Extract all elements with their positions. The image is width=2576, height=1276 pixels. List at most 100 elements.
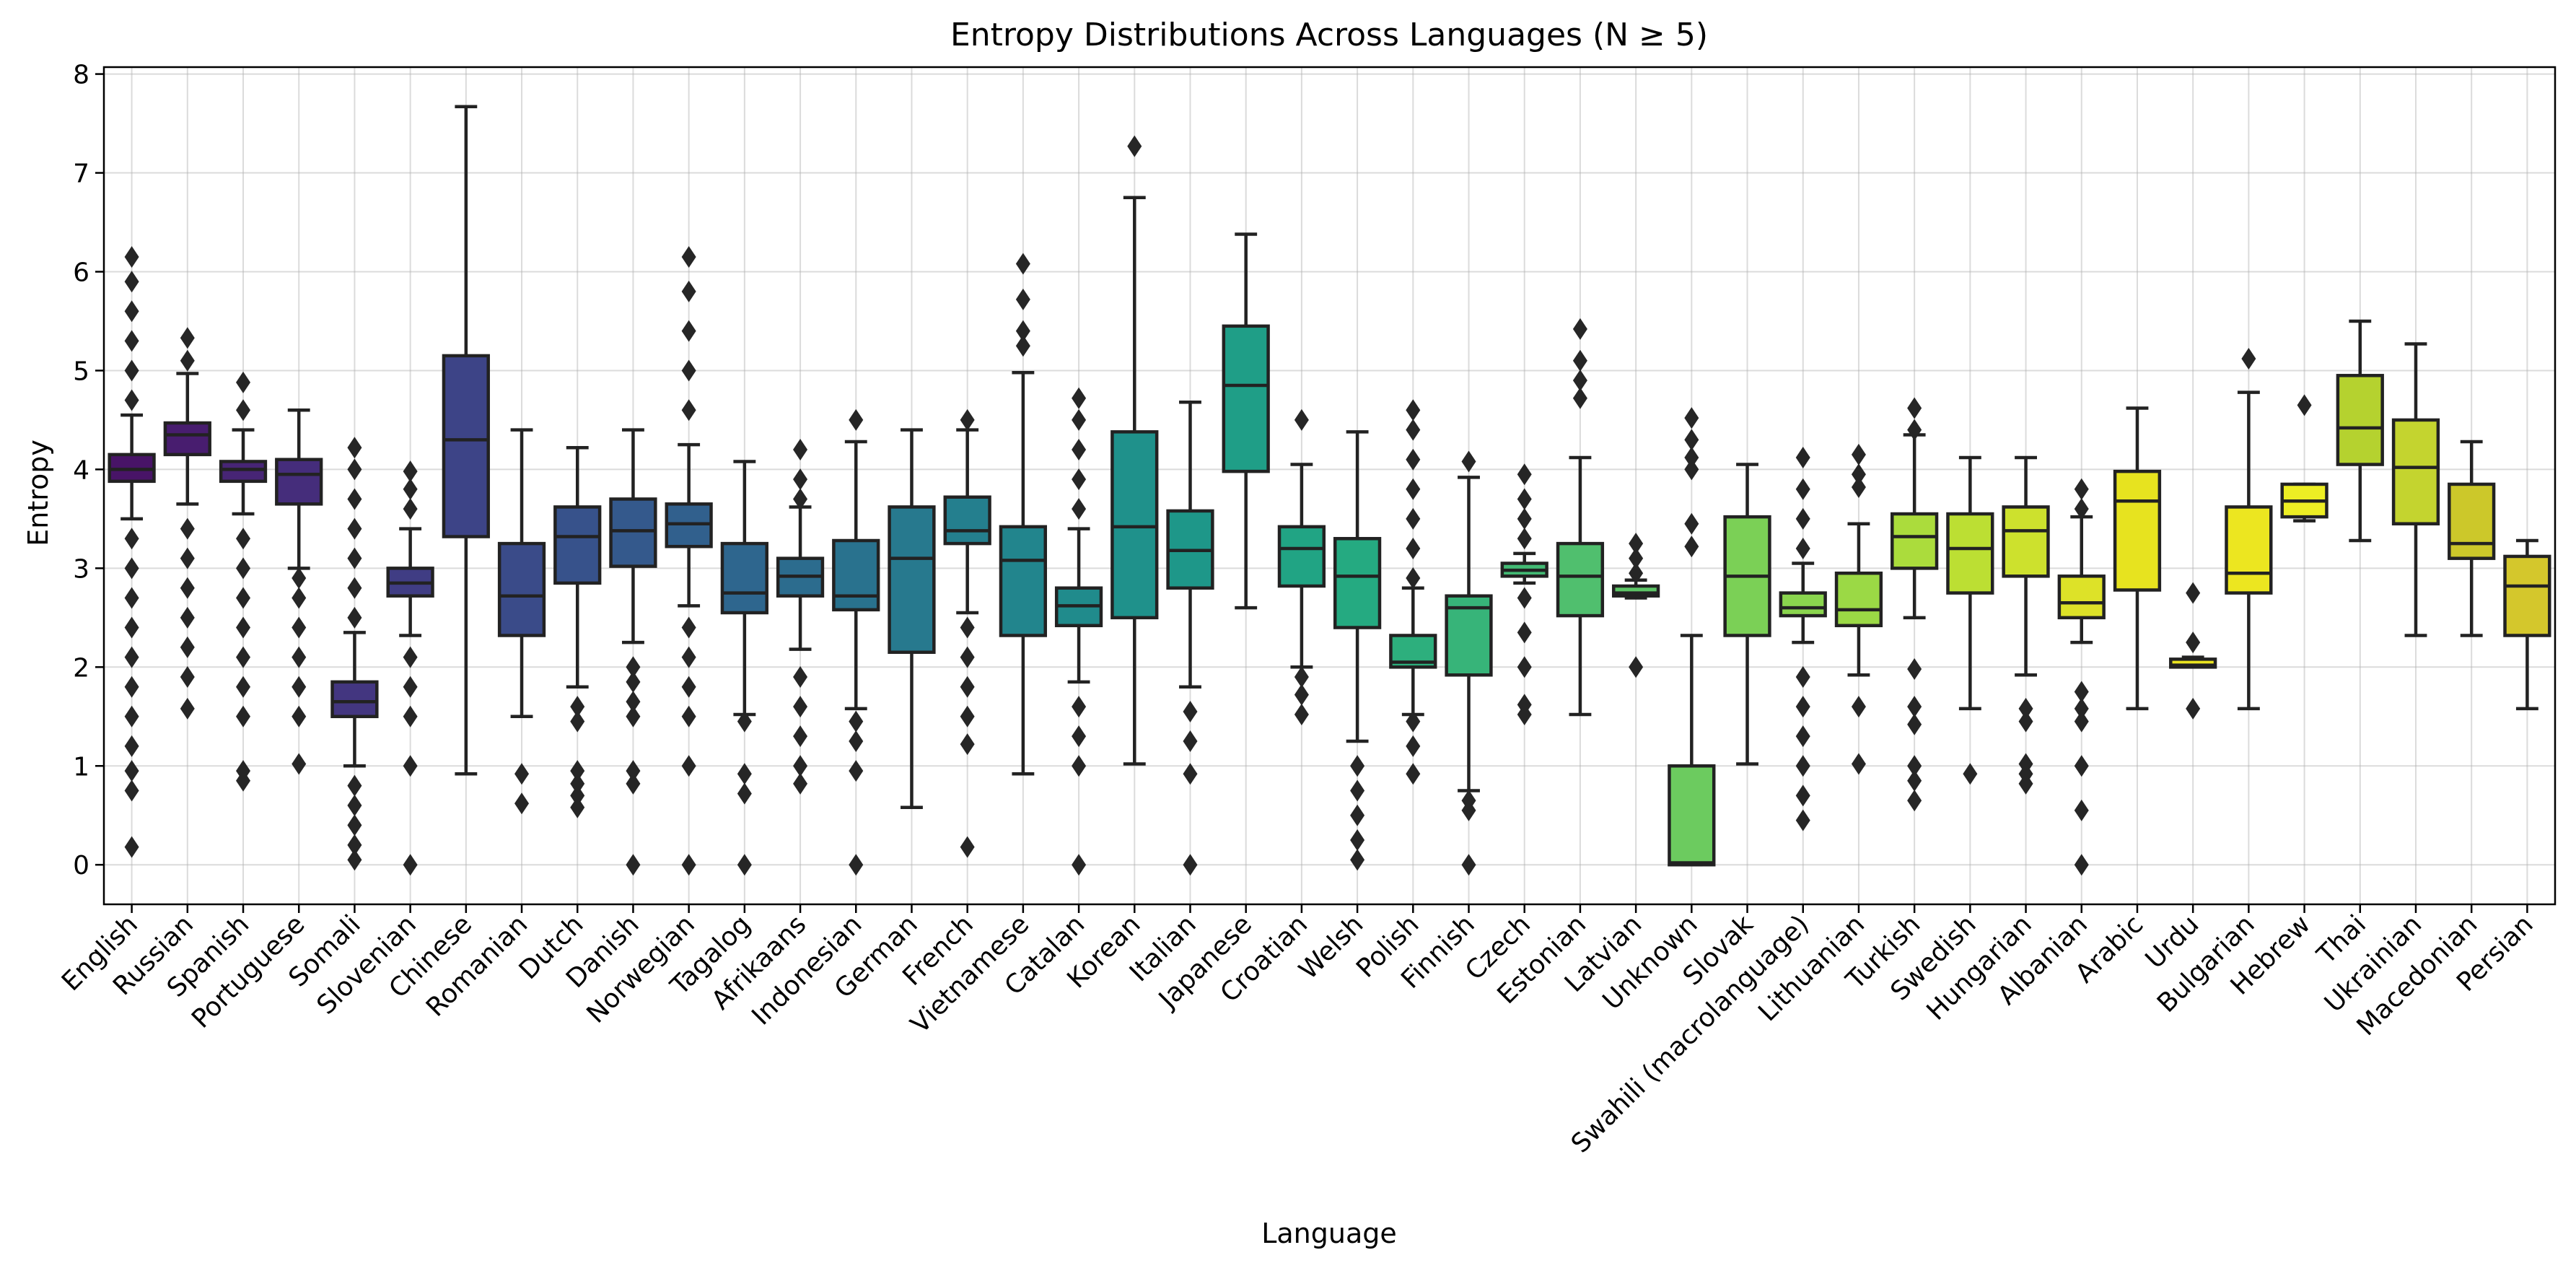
outlier-point xyxy=(1015,288,1030,310)
outlier-point xyxy=(570,710,585,733)
box-turkish xyxy=(1891,512,1939,570)
outlier-point xyxy=(292,616,307,639)
outlier-point xyxy=(681,705,696,727)
outlier-point xyxy=(626,670,641,693)
chart-title: Entropy Distributions Across Languages (… xyxy=(950,17,1708,53)
outlier-point xyxy=(2074,799,2089,821)
box-french xyxy=(943,495,991,546)
box-welsh xyxy=(1333,537,1382,629)
outlier-point xyxy=(1072,696,1087,718)
box-unknown xyxy=(1668,764,1716,867)
outlier-point xyxy=(626,772,641,795)
outlier-point xyxy=(2074,697,2089,720)
outlier-point xyxy=(347,834,362,856)
outlier-point xyxy=(793,468,808,491)
outlier-point xyxy=(1684,458,1699,481)
outlier-point xyxy=(737,763,752,785)
outlier-point xyxy=(403,705,418,727)
outlier-point xyxy=(180,577,195,599)
outlier-point xyxy=(1684,407,1699,429)
outlier-point xyxy=(1072,408,1087,431)
outlier-point xyxy=(1795,785,1810,807)
outlier-point xyxy=(1127,135,1142,157)
outlier-point xyxy=(1461,790,1476,812)
box-korean xyxy=(1110,430,1159,620)
outlier-point xyxy=(1851,696,1866,718)
outlier-point xyxy=(849,760,864,782)
outlier-point xyxy=(737,710,752,733)
outlier-point xyxy=(124,735,139,757)
outlier-point xyxy=(1406,567,1421,590)
outlier-point xyxy=(1907,658,1922,681)
outlier-point xyxy=(1015,335,1030,357)
outlier-point xyxy=(347,517,362,540)
outlier-point xyxy=(1294,666,1309,689)
outlier-point xyxy=(347,547,362,569)
outlier-point xyxy=(347,795,362,817)
outlier-point xyxy=(403,646,418,668)
outlier-point xyxy=(1294,408,1309,431)
outlier-point xyxy=(1907,790,1922,812)
outlier-point xyxy=(124,271,139,293)
outlier-point xyxy=(124,330,139,352)
outlier-point xyxy=(347,488,362,510)
outlier-point xyxy=(1795,725,1810,748)
outlier-point xyxy=(1406,448,1421,471)
outlier-point xyxy=(1963,763,1978,785)
outlier-point xyxy=(570,785,585,807)
outlier-point xyxy=(347,774,362,797)
outlier-point xyxy=(1851,753,1866,775)
outlier-point xyxy=(626,705,641,727)
outlier-point xyxy=(570,772,585,795)
outlier-point xyxy=(2186,582,2201,604)
outlier-point xyxy=(793,439,808,461)
outlier-point xyxy=(1072,854,1087,876)
y-tick-label: 4 xyxy=(73,455,89,485)
box-persian xyxy=(2503,554,2551,637)
outlier-point xyxy=(681,616,696,639)
outlier-point xyxy=(347,458,362,481)
outlier-point xyxy=(1350,849,1365,871)
outlier-point xyxy=(1517,656,1532,678)
box-vietnamese xyxy=(999,525,1048,637)
outlier-point xyxy=(347,437,362,459)
outlier-point xyxy=(236,399,251,421)
outlier-point xyxy=(180,547,195,569)
outlier-point xyxy=(681,854,696,876)
outlier-point xyxy=(124,779,139,802)
outlier-point xyxy=(1517,621,1532,644)
outlier-point xyxy=(626,656,641,678)
outlier-point xyxy=(347,577,362,599)
outlier-point xyxy=(793,772,808,795)
box-danish xyxy=(609,497,657,568)
outlier-point xyxy=(737,782,752,805)
outlier-point xyxy=(2074,710,2089,733)
outlier-point xyxy=(793,725,808,748)
outlier-point xyxy=(347,814,362,836)
outlier-point xyxy=(292,705,307,727)
box-german xyxy=(888,505,936,655)
outlier-point xyxy=(236,646,251,668)
outlier-point xyxy=(1851,476,1866,499)
outlier-point xyxy=(737,854,752,876)
box-spanish xyxy=(219,460,268,484)
outlier-point xyxy=(292,646,307,668)
outlier-point xyxy=(1517,694,1532,716)
outlier-point xyxy=(1350,755,1365,777)
outlier-point xyxy=(793,666,808,689)
outlier-point xyxy=(236,616,251,639)
outlier-point xyxy=(2074,498,2089,520)
outlier-point xyxy=(681,646,696,668)
box-urdu xyxy=(2169,657,2217,669)
outlier-point xyxy=(1517,507,1532,530)
outlier-point xyxy=(124,557,139,580)
outlier-point xyxy=(124,359,139,382)
outlier-point xyxy=(124,300,139,323)
outlier-point xyxy=(1183,763,1198,785)
outlier-point xyxy=(1517,587,1532,609)
box-romanian xyxy=(497,541,546,637)
outlier-point xyxy=(1517,488,1532,510)
outlier-point xyxy=(849,854,864,876)
outlier-point xyxy=(1072,387,1087,409)
box-tagalog xyxy=(720,541,768,615)
